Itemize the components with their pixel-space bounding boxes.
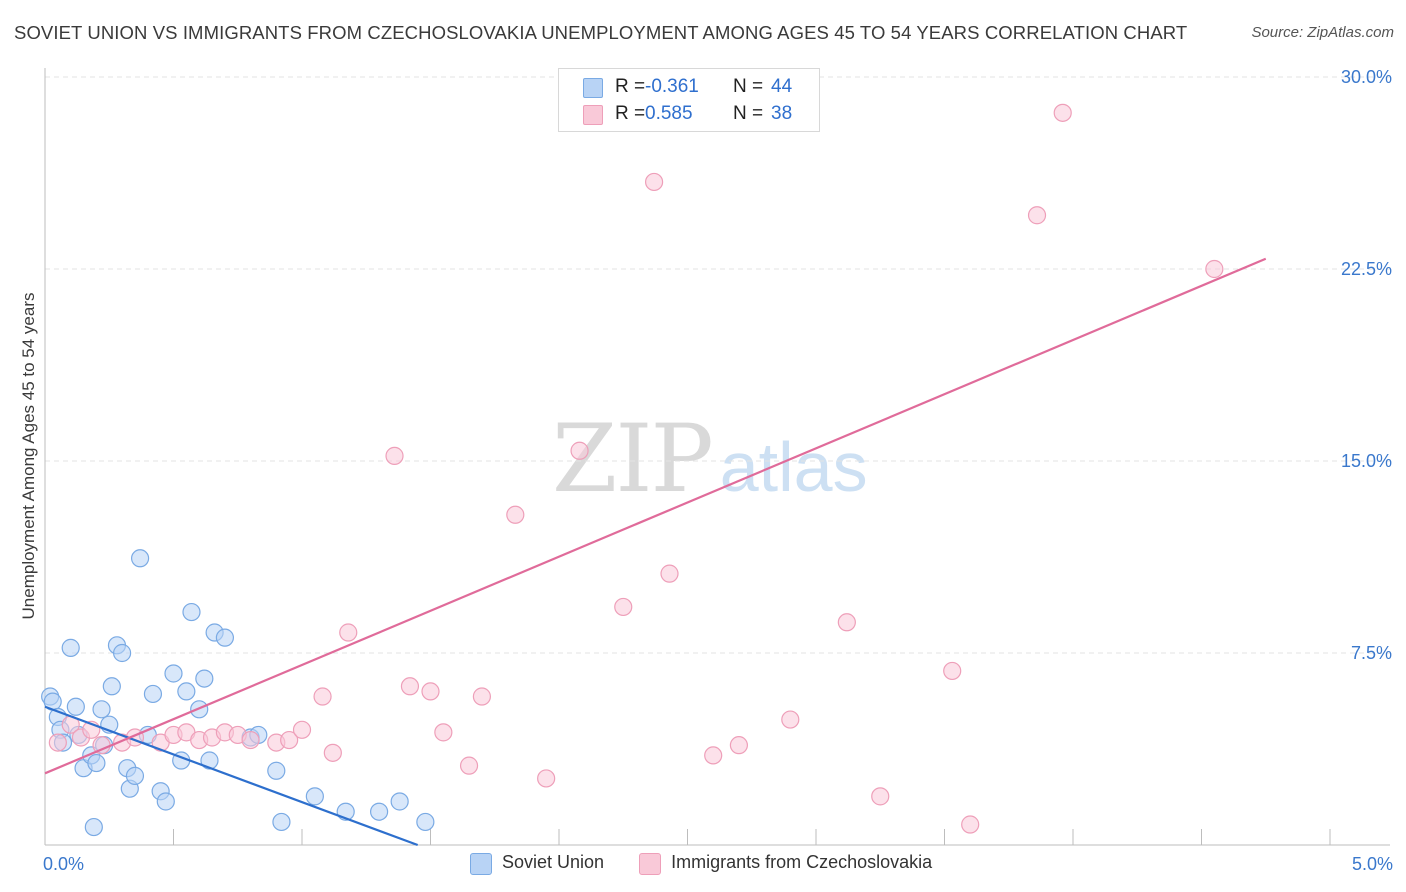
y-tick-label: 7.5% [1351, 643, 1392, 663]
point-soviet-union [66, 697, 85, 716]
point-soviet-union [267, 761, 286, 780]
point-soviet-union [215, 628, 234, 647]
point-czechoslovakia [644, 172, 664, 192]
point-czechoslovakia [1053, 103, 1072, 122]
point-soviet-union [84, 817, 103, 837]
correlation-legend: R = -0.361 N = 44 R = 0.585 N = 38 [558, 68, 820, 132]
point-czechoslovakia [660, 564, 679, 583]
point-soviet-union [164, 664, 183, 683]
point-czechoslovakia [292, 720, 312, 739]
chart-title: SOVIET UNION VS IMMIGRANTS FROM CZECHOSL… [14, 22, 1188, 43]
point-soviet-union [156, 792, 175, 811]
source-label: Source: ZipAtlas.com [1251, 24, 1394, 41]
point-czechoslovakia [459, 756, 479, 775]
point-soviet-union [61, 638, 80, 657]
legend-item-soviet-union[interactable]: Soviet Union [470, 852, 605, 875]
point-czechoslovakia [729, 736, 749, 755]
point-soviet-union [200, 751, 219, 770]
point-czechoslovakia [48, 733, 67, 752]
legend-label: Soviet Union [502, 852, 605, 872]
trendline-czechoslovakia [44, 257, 1267, 775]
point-czechoslovakia [323, 743, 342, 762]
point-soviet-union [390, 792, 409, 811]
x-tick-label: 5.0% [1352, 854, 1393, 874]
legend-swatch-pink [583, 105, 603, 125]
point-czechoslovakia [280, 730, 299, 750]
point-soviet-union [416, 812, 435, 832]
point-soviet-union [370, 802, 389, 821]
x-tick-label: 0.0% [43, 854, 84, 874]
point-czechoslovakia [837, 613, 856, 632]
r-value: 0.585 [645, 103, 693, 124]
point-czechoslovakia [1205, 259, 1224, 279]
point-czechoslovakia [385, 446, 404, 465]
point-soviet-union [177, 682, 196, 701]
point-czechoslovakia [339, 623, 358, 642]
point-czechoslovakia [537, 769, 556, 788]
n-value: 38 [771, 103, 793, 124]
point-soviet-union [182, 602, 201, 622]
n-label: N = [733, 76, 764, 97]
legend-swatch-blue [470, 853, 492, 875]
n-value: 44 [771, 76, 793, 97]
point-soviet-union [305, 787, 324, 806]
point-soviet-union [195, 669, 214, 688]
point-soviet-union [272, 812, 291, 832]
point-soviet-union [87, 753, 106, 773]
y-tick-label: 30.0% [1341, 67, 1392, 87]
point-soviet-union [112, 643, 132, 663]
y-tick-label: 22.5% [1341, 259, 1392, 279]
y-tick-label: 15.0% [1341, 451, 1392, 471]
point-soviet-union [143, 684, 163, 704]
point-soviet-union [125, 766, 145, 785]
point-soviet-union [130, 549, 150, 568]
legend-swatch-pink [639, 853, 662, 875]
point-czechoslovakia [506, 505, 525, 524]
point-czechoslovakia [241, 730, 260, 750]
point-soviet-union [102, 677, 121, 696]
point-czechoslovakia [1027, 206, 1047, 225]
point-soviet-union [92, 700, 111, 719]
n-label: N = [733, 103, 764, 124]
point-czechoslovakia [421, 682, 440, 701]
series-legend: Soviet Union Immigrants from Czechoslova… [470, 852, 962, 878]
point-czechoslovakia [781, 710, 800, 729]
point-czechoslovakia [570, 441, 589, 460]
legend-item-czechoslovakia[interactable]: Immigrants from Czechoslovakia [639, 852, 933, 875]
trendline-soviet-union [44, 705, 419, 847]
r-value: -0.361 [645, 76, 699, 97]
point-czechoslovakia [472, 687, 491, 706]
r-label: R = [615, 76, 646, 97]
point-czechoslovakia [434, 723, 453, 742]
point-czechoslovakia [704, 746, 723, 765]
r-label: R = [615, 103, 646, 124]
point-czechoslovakia [943, 661, 962, 681]
point-czechoslovakia [871, 787, 890, 806]
point-czechoslovakia [313, 687, 332, 706]
legend-swatch-blue [583, 78, 603, 98]
point-czechoslovakia [400, 677, 420, 696]
point-czechoslovakia [614, 597, 633, 617]
point-czechoslovakia [961, 815, 980, 834]
legend-label: Immigrants from Czechoslovakia [671, 852, 933, 872]
